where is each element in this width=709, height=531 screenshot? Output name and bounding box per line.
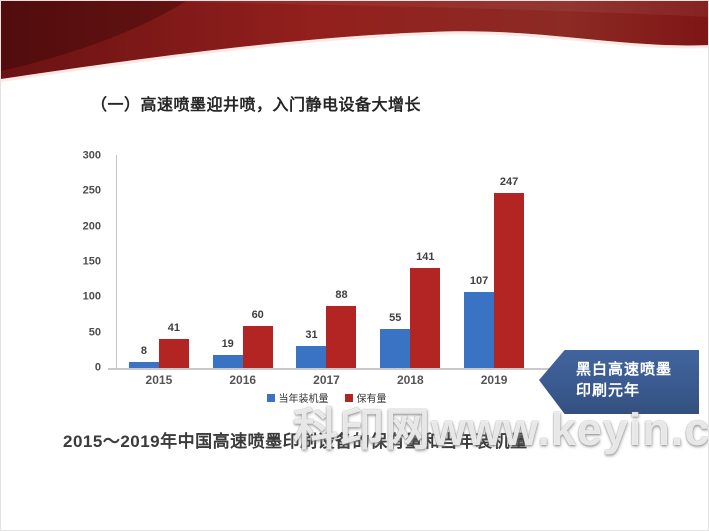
bar-value-label: 41 [167, 322, 181, 335]
chart-caption: 2015～2019年中国高速喷墨印刷设备的保有量和当年装机量 [63, 432, 528, 451]
bar-2019-当年装机量: 107 [464, 276, 495, 368]
x-tick-label: 2016 [229, 373, 257, 387]
y-tick-label: 50 [88, 326, 101, 339]
bar-2019-保有量: 247 [494, 177, 525, 368]
bar-group-2017: 31 88 [285, 156, 369, 368]
bar-2017-保有量: 88 [326, 289, 357, 368]
y-axis: 0 50 100 150 200 250 300 [63, 150, 107, 373]
x-tick-label: 2017 [313, 373, 340, 387]
bar-value-label: 31 [305, 329, 318, 342]
watermark: 科印网www.keyin.cn [293, 404, 709, 455]
bar-2015-当年装机量: 8 [128, 346, 159, 368]
x-tick-label: 2015 [145, 373, 173, 387]
bar-2016-保有量: 60 [242, 309, 273, 368]
bar-value-label: 107 [469, 275, 489, 288]
legend-swatch [344, 393, 353, 402]
y-tick-label: 250 [82, 184, 101, 197]
slide-title: （一）高速喷墨迎井喷，入门静电设备大增长 [91, 97, 422, 114]
bar-group-2019: 107 247 [452, 156, 536, 368]
bar-group-2018: 55 141 [368, 156, 452, 368]
legend-label: 当年装机量 [278, 394, 329, 405]
bar-2018-当年装机量: 55 [380, 313, 411, 368]
bar-2015-保有量: 41 [158, 323, 189, 368]
callout-line2: 印刷元年 [576, 382, 641, 399]
callout-arrow-banner: 黑白高速喷墨 印刷元年 [539, 350, 699, 414]
bar-group-2015: 8 41 [117, 156, 201, 368]
y-tick-label: 300 [82, 149, 101, 162]
bar-group-2016: 19 60 [201, 156, 285, 368]
legend-label: 保有量 [356, 394, 387, 405]
x-axis-line [108, 368, 551, 370]
bar-value-label: 141 [416, 251, 435, 264]
bar-2017-当年装机量: 31 [296, 330, 327, 368]
legend-item: 当年装机量 [266, 390, 329, 405]
bar-value-label: 8 [140, 345, 147, 358]
bar-value-label: 55 [389, 312, 402, 325]
y-axis-line [116, 155, 117, 369]
x-tick-label: 2019 [480, 373, 508, 387]
chart-plot: 8 41 19 60 31 88 55 141 107 247 [117, 156, 536, 368]
bar-2018-保有量: 141 [410, 252, 441, 368]
header-ribbon-decoration [1, 1, 708, 82]
legend-item: 保有量 [344, 390, 387, 405]
x-tick-label: 2018 [396, 373, 424, 387]
chart-legend: 当年装机量 保有量 [117, 390, 536, 405]
x-axis: 2015 2016 2017 2018 2019 [117, 373, 536, 387]
bar-value-label: 88 [335, 288, 348, 301]
bar-value-label: 60 [251, 308, 264, 321]
y-tick-label: 0 [94, 361, 101, 374]
callout-line1: 黑白高速喷墨 [576, 361, 673, 378]
bar-2016-当年装机量: 19 [212, 338, 243, 368]
bar-value-label: 247 [499, 176, 519, 189]
bar-value-label: 19 [221, 337, 234, 350]
y-tick-label: 100 [82, 290, 101, 303]
y-tick-label: 200 [82, 220, 101, 233]
y-tick-label: 150 [82, 255, 101, 268]
legend-swatch [266, 393, 275, 402]
